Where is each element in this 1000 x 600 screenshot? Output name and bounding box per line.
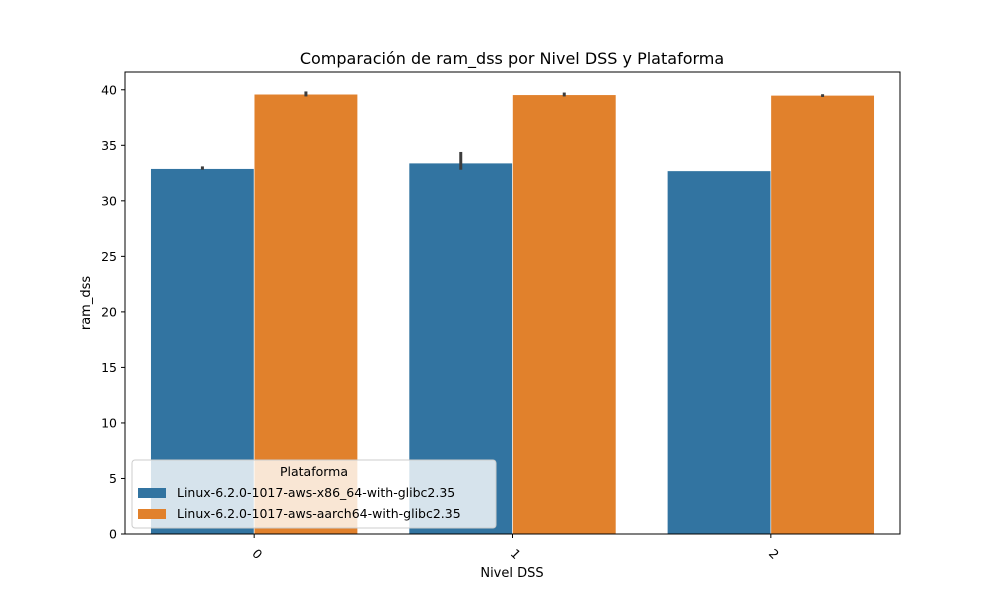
legend-label-aarch64: Linux-6.2.0-1017-aws-aarch64-with-glibc2… — [177, 506, 461, 521]
bar-series1-cat1 — [512, 94, 617, 535]
y-tick-label-30: 30 — [101, 193, 117, 208]
legend[interactable]: Plataforma Linux-6.2.0-1017-aws-x86_64-w… — [131, 459, 497, 529]
errorbars-layer — [200, 91, 825, 170]
y-tick-label-40: 40 — [101, 82, 117, 97]
y-tick-label-10: 10 — [101, 415, 117, 430]
y-axis-label: ram_dss — [79, 276, 94, 330]
y-tick-label-0: 0 — [109, 527, 117, 542]
x-axis: 0 1 2 — [249, 534, 782, 562]
x-axis-label: Nivel DSS — [480, 566, 543, 581]
bar-series0-cat2 — [667, 170, 772, 535]
legend-box — [131, 459, 497, 529]
bar-series1-cat2 — [770, 95, 875, 535]
legend-label-x86: Linux-6.2.0-1017-aws-x86_64-with-glibc2.… — [177, 485, 455, 500]
y-tick-label-25: 25 — [101, 249, 117, 264]
y-axis: 0 5 10 15 20 25 30 35 40 — [101, 82, 125, 542]
x-tick-label-0: 0 — [249, 546, 265, 562]
y-tick-label-5: 5 — [109, 471, 117, 486]
y-tick-label-20: 20 — [101, 304, 117, 319]
legend-title: Plataforma — [280, 464, 348, 479]
x-tick-label-2: 2 — [766, 546, 782, 562]
chart-title: Comparación de ram_dss por Nivel DSS y P… — [300, 49, 724, 69]
legend-swatch-aarch64 — [138, 509, 166, 519]
y-tick-label-35: 35 — [101, 138, 117, 153]
legend-swatch-x86 — [138, 488, 166, 498]
y-tick-label-15: 15 — [101, 360, 117, 375]
x-tick-label-1: 1 — [508, 546, 524, 562]
